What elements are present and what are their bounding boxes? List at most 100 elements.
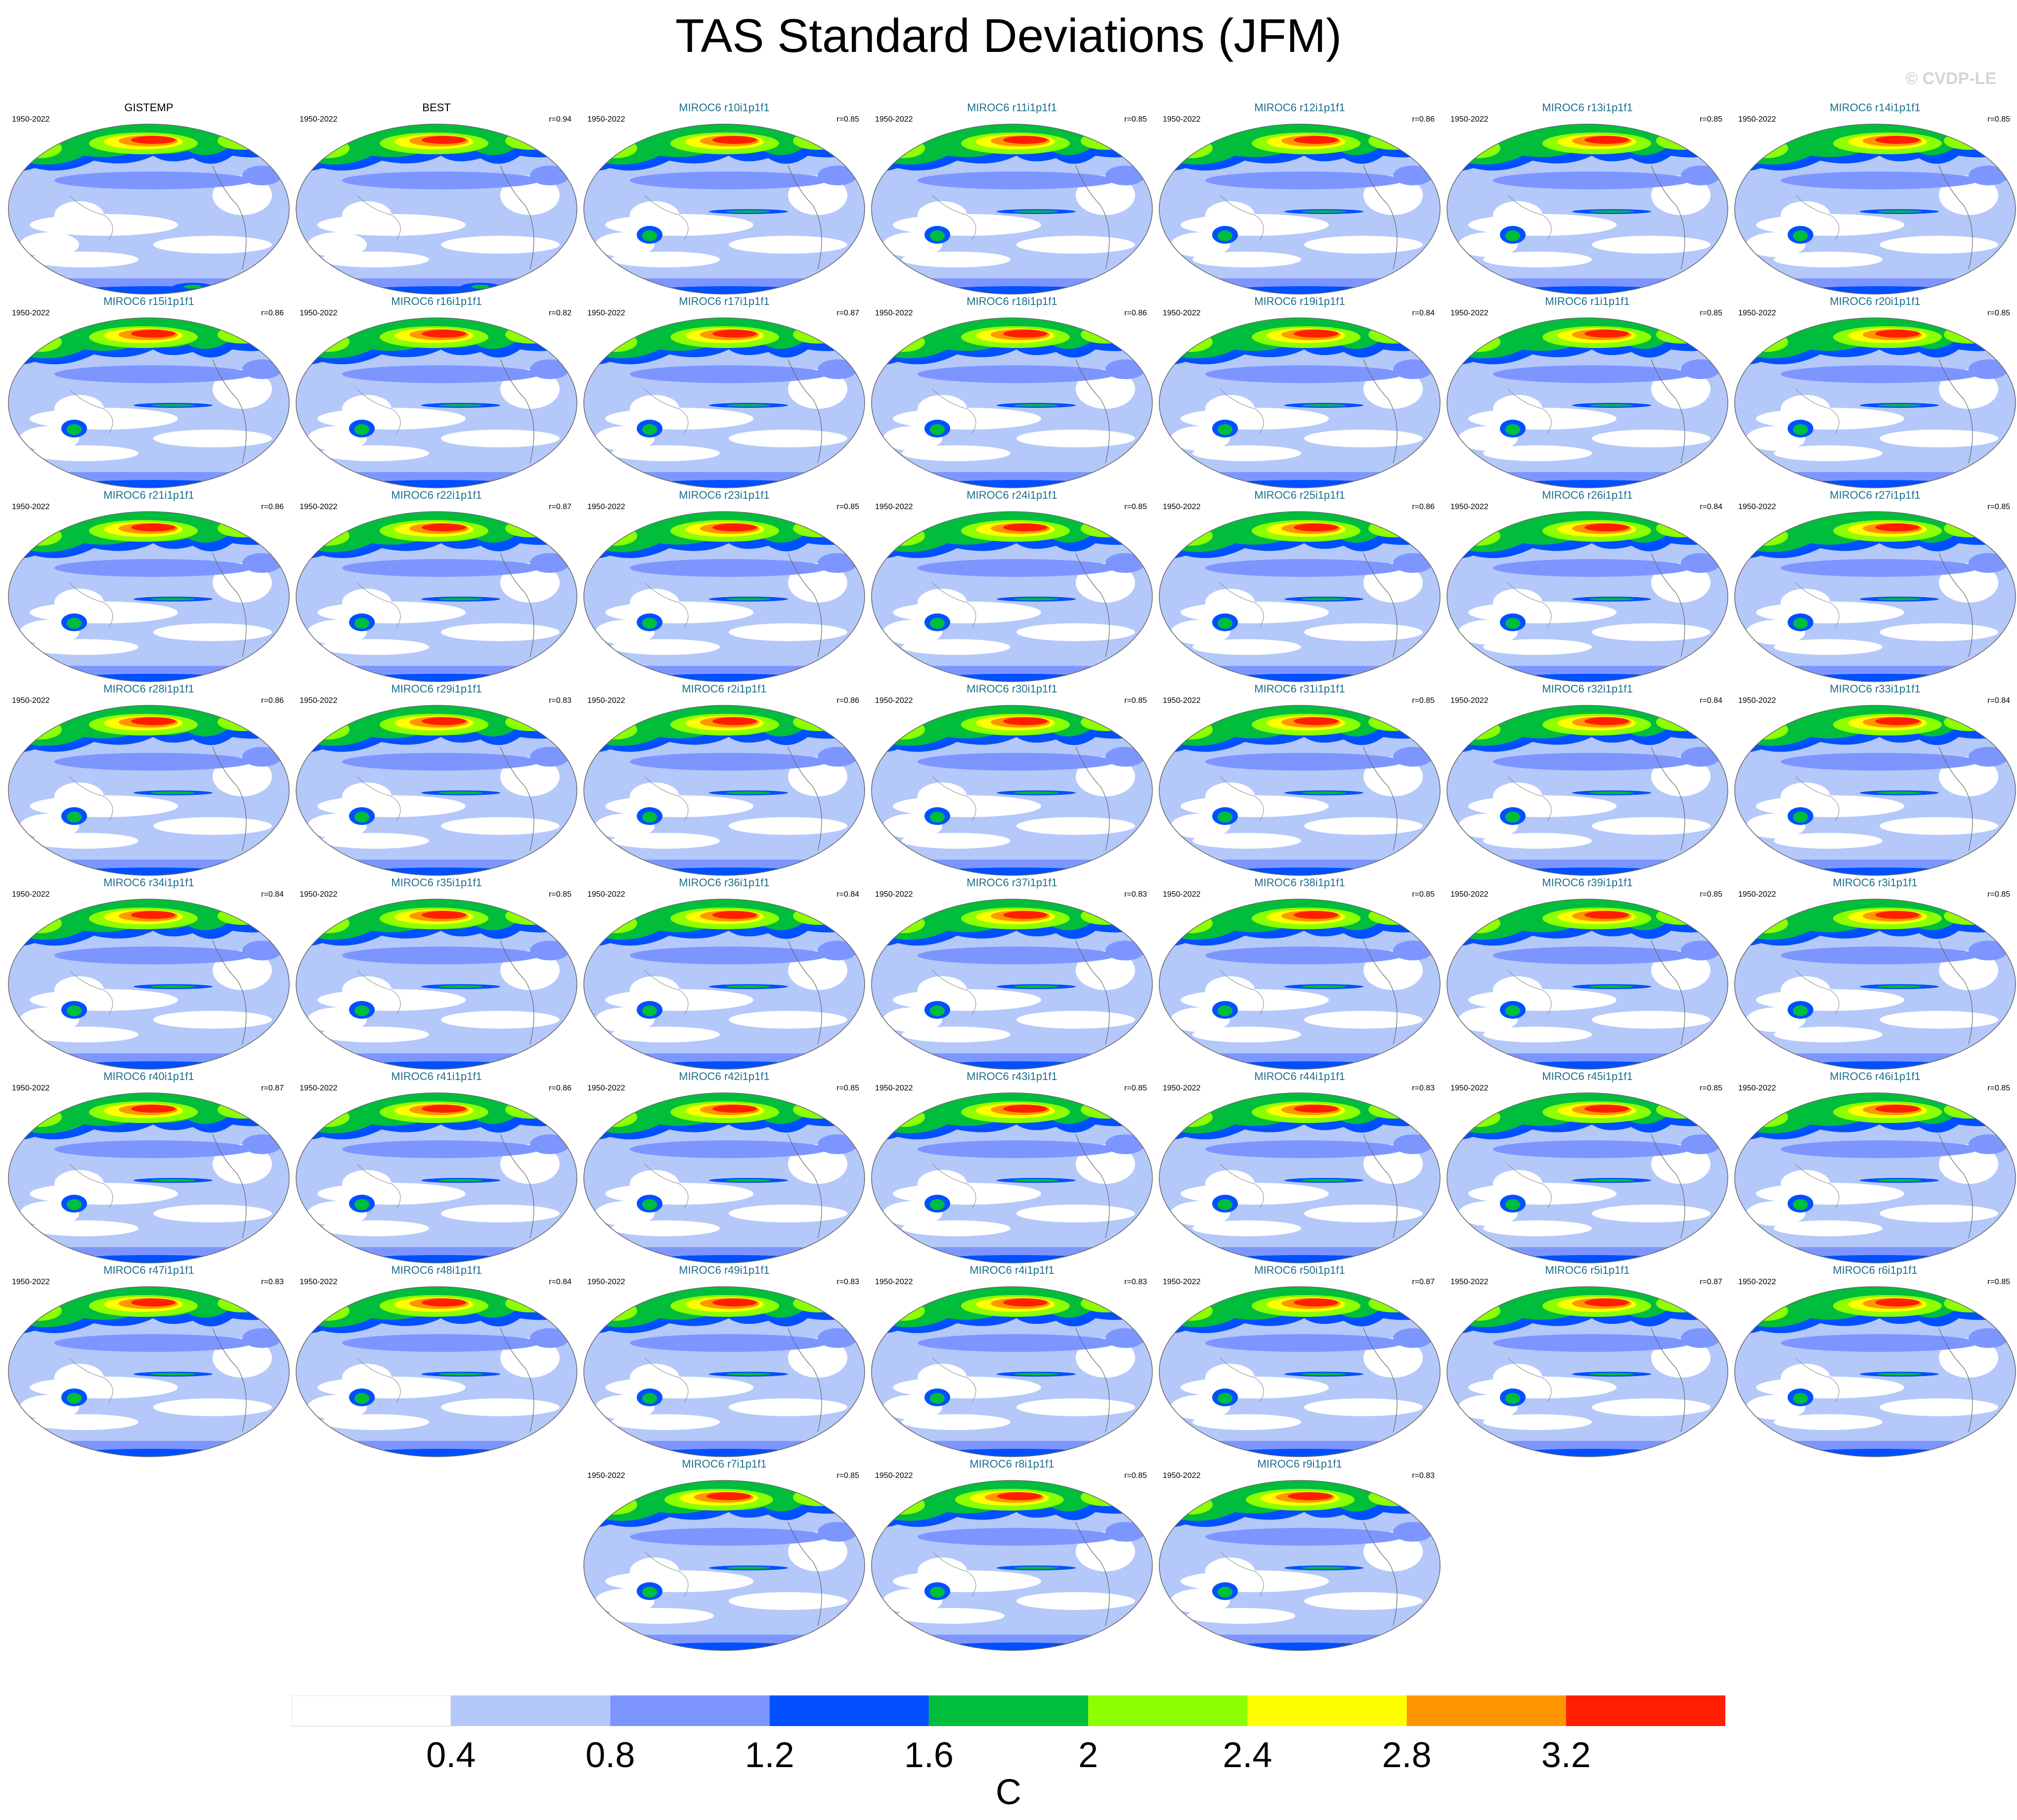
panel-period: 1950-2022 (875, 115, 913, 124)
map-panel: MIROC6 r4i1p1f1 1950-2022 r=0.83 (868, 1264, 1156, 1458)
panel-period: 1950-2022 (587, 503, 625, 511)
world-map (1734, 899, 2016, 1070)
panel-correlation: r=0.85 (1412, 890, 1435, 899)
panel-correlation: r=0.85 (549, 890, 571, 899)
world-map (583, 1286, 865, 1457)
panel-period: 1950-2022 (587, 1278, 625, 1286)
panel-title: MIROC6 r11i1p1f1 (967, 101, 1057, 114)
panel-title: MIROC6 r9i1p1f1 (1257, 1458, 1342, 1470)
world-map (871, 1480, 1153, 1651)
panel-title: MIROC6 r33i1p1f1 (1830, 683, 1921, 695)
map-panel: MIROC6 r48i1p1f1 1950-2022 r=0.84 (293, 1264, 580, 1458)
panel-title: MIROC6 r27i1p1f1 (1830, 489, 1921, 501)
panel-title: MIROC6 r22i1p1f1 (391, 489, 482, 501)
map-panel: MIROC6 r44i1p1f1 1950-2022 r=0.83 (1156, 1070, 1444, 1264)
panel-correlation: r=0.85 (1987, 890, 2010, 899)
panel-correlation: r=0.85 (1124, 115, 1147, 124)
map-panel: MIROC6 r12i1p1f1 1950-2022 r=0.86 (1156, 101, 1444, 295)
panel-correlation: r=0.82 (549, 309, 571, 317)
panel-correlation: r=0.84 (1700, 503, 1722, 511)
panel-period: 1950-2022 (875, 696, 913, 705)
map-panel: MIROC6 r34i1p1f1 1950-2022 r=0.84 (5, 876, 293, 1070)
panel-correlation: r=0.85 (1700, 890, 1722, 899)
panel-correlation: r=0.86 (549, 1084, 571, 1092)
world-map (296, 705, 577, 876)
panel-title: MIROC6 r32i1p1f1 (1542, 683, 1633, 695)
panel-period: 1950-2022 (1738, 1084, 1776, 1092)
panel-correlation: r=0.86 (261, 696, 284, 705)
panel-period: 1950-2022 (300, 1084, 338, 1092)
panel-correlation: r=0.84 (1700, 696, 1722, 705)
world-map (871, 899, 1153, 1070)
world-map (583, 317, 865, 488)
panel-period: 1950-2022 (1738, 115, 1776, 124)
panel-period: 1950-2022 (1450, 1084, 1489, 1092)
panel-correlation: r=0.85 (836, 1472, 859, 1480)
panel-title: MIROC6 r1i1p1f1 (1545, 295, 1630, 307)
panel-title: MIROC6 r23i1p1f1 (679, 489, 770, 501)
panel-correlation: r=0.84 (836, 890, 859, 899)
map-panel: MIROC6 r40i1p1f1 1950-2022 r=0.87 (5, 1070, 293, 1264)
panel-correlation: r=0.85 (1987, 115, 2010, 124)
map-panel: MIROC6 r35i1p1f1 1950-2022 r=0.85 (293, 876, 580, 1070)
panel-period: 1950-2022 (12, 503, 50, 511)
panel-title: MIROC6 r8i1p1f1 (969, 1458, 1054, 1470)
panel-correlation: r=0.85 (1700, 115, 1722, 124)
panel-correlation: r=0.85 (1412, 696, 1435, 705)
panel-title: MIROC6 r6i1p1f1 (1833, 1264, 1918, 1276)
panel-period: 1950-2022 (300, 503, 338, 511)
world-map (8, 317, 290, 488)
map-panel: MIROC6 r14i1p1f1 1950-2022 r=0.85 (1731, 101, 2017, 295)
panel-correlation: r=0.85 (1987, 503, 2010, 511)
panel-title: GISTEMP (124, 101, 174, 114)
world-map (1159, 705, 1441, 876)
panel-correlation: r=0.83 (1124, 890, 1147, 899)
map-panel: MIROC6 r47i1p1f1 1950-2022 r=0.83 (5, 1264, 293, 1458)
panel-title: MIROC6 r5i1p1f1 (1545, 1264, 1630, 1276)
panel-title: MIROC6 r19i1p1f1 (1254, 295, 1345, 307)
panel-title: MIROC6 r44i1p1f1 (1254, 1070, 1345, 1083)
map-panel: MIROC6 r30i1p1f1 1950-2022 r=0.85 (868, 683, 1156, 876)
map-panel: MIROC6 r43i1p1f1 1950-2022 r=0.85 (868, 1070, 1156, 1264)
panel-title: MIROC6 r38i1p1f1 (1254, 876, 1345, 889)
panel-period: 1950-2022 (875, 503, 913, 511)
panel-correlation: r=0.84 (1987, 696, 2010, 705)
world-map (8, 1092, 290, 1263)
panel-title: MIROC6 r20i1p1f1 (1830, 295, 1921, 307)
world-map (1447, 899, 1728, 1070)
colorbar-tick-label: 1.2 (745, 1735, 794, 1775)
panel-period: 1950-2022 (12, 1278, 50, 1286)
panel-title: MIROC6 r17i1p1f1 (679, 295, 770, 307)
colorbar-segment (1406, 1695, 1566, 1726)
panel-correlation: r=0.87 (549, 503, 571, 511)
panel-title: MIROC6 r49i1p1f1 (679, 1264, 770, 1276)
panel-period: 1950-2022 (875, 890, 913, 899)
colorbar-tick-label: 0.4 (426, 1735, 476, 1775)
colorbar-segment (769, 1695, 929, 1726)
panel-period: 1950-2022 (1738, 309, 1776, 317)
map-panel: GISTEMP 1950-2022 (5, 101, 293, 295)
world-map (583, 705, 865, 876)
map-panel: MIROC6 r32i1p1f1 1950-2022 r=0.84 (1444, 683, 1731, 876)
panel-title: MIROC6 r18i1p1f1 (966, 295, 1057, 307)
panel-title: MIROC6 r47i1p1f1 (103, 1264, 194, 1276)
panel-period: 1950-2022 (12, 696, 50, 705)
map-panel: MIROC6 r15i1p1f1 1950-2022 r=0.86 (5, 295, 293, 489)
panel-correlation: r=0.86 (1412, 503, 1435, 511)
panel-correlation: r=0.86 (261, 503, 284, 511)
panel-correlation: r=0.87 (1412, 1278, 1435, 1286)
panel-period: 1950-2022 (300, 890, 338, 899)
map-panel: MIROC6 r24i1p1f1 1950-2022 r=0.85 (868, 489, 1156, 683)
panel-title: MIROC6 r37i1p1f1 (966, 876, 1057, 889)
panel-title: MIROC6 r2i1p1f1 (682, 683, 767, 695)
map-panel: MIROC6 r42i1p1f1 1950-2022 r=0.85 (580, 1070, 868, 1264)
panel-period: 1950-2022 (12, 115, 50, 124)
panel-correlation: r=0.85 (1987, 309, 2010, 317)
colorbar-tick-label: 1.6 (904, 1735, 954, 1775)
colorbar-segment (292, 1695, 451, 1727)
map-panel: MIROC6 r2i1p1f1 1950-2022 r=0.86 (580, 683, 868, 876)
panel-correlation: r=0.84 (549, 1278, 571, 1286)
panel-period: 1950-2022 (587, 1084, 625, 1092)
panel-period: 1950-2022 (1450, 696, 1489, 705)
panel-period: 1950-2022 (300, 115, 338, 124)
